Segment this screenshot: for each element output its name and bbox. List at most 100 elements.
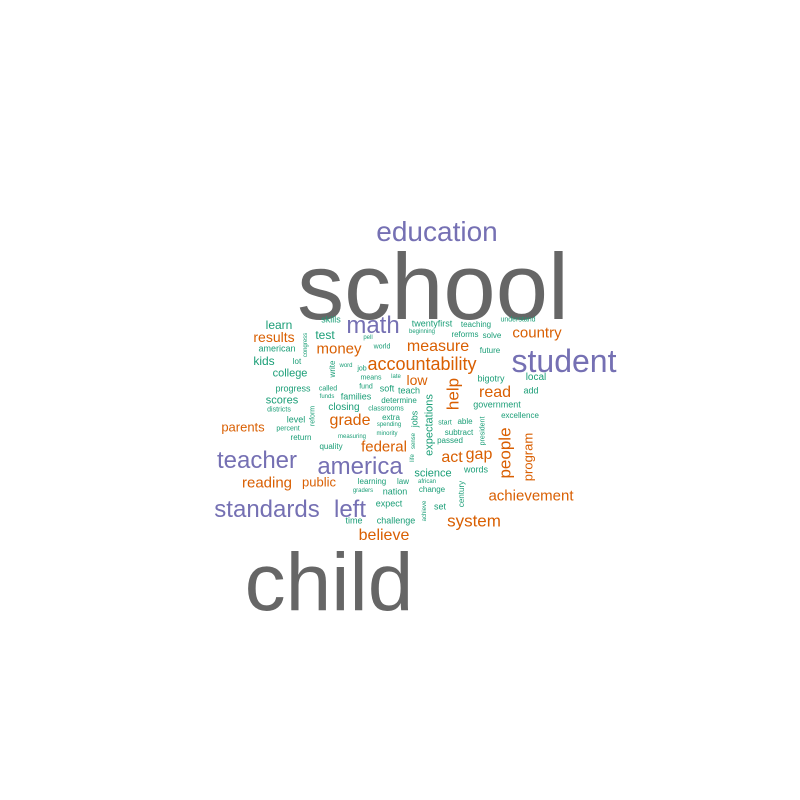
word-act: act [441, 449, 463, 466]
word-classrooms: classrooms [368, 405, 404, 413]
word-bigotry: bigotry [477, 373, 505, 384]
word-determine: determine [381, 396, 417, 405]
word-congress: congress [303, 332, 309, 358]
word-pell: pell [363, 335, 373, 341]
word-child: child [244, 537, 414, 628]
word-reading: reading [241, 474, 293, 492]
word-families: families [340, 391, 372, 402]
word-funds: funds [319, 394, 335, 400]
word-standards: standards [214, 496, 320, 523]
word-life: life [410, 454, 416, 462]
word-subtract: subtract [444, 428, 474, 437]
word-money: money [316, 340, 362, 358]
word-test: test [315, 328, 335, 342]
word-called: called [318, 385, 338, 393]
word-federal: federal [361, 438, 407, 456]
word-beginning: beginning [408, 329, 436, 335]
word-reform: reform [309, 405, 317, 427]
word-solve: solve [482, 331, 502, 340]
word-kids: kids [253, 354, 275, 368]
word-future: future [479, 346, 501, 355]
word-start: start [438, 419, 452, 427]
word-scores: scores [265, 394, 299, 407]
word-country: country [512, 324, 562, 342]
word-teaching: teaching [460, 320, 492, 329]
word-excellence: excellence [501, 411, 539, 420]
word-achieve: achieve [422, 500, 428, 522]
word-return: return [290, 433, 312, 442]
word-sense: sense [411, 432, 417, 450]
word-math: math [346, 312, 400, 339]
word-passed: passed [437, 436, 463, 445]
word-public: public [302, 474, 336, 490]
word-results: results [253, 329, 295, 345]
word-twentyfirst: twentyfirst [411, 318, 453, 329]
word-government: government [473, 399, 521, 410]
word-challenge: challenge [376, 515, 416, 526]
word-set: set [433, 501, 447, 512]
word-graders: graders [352, 488, 374, 494]
word-america: america [317, 453, 403, 480]
word-program: program [520, 432, 536, 482]
word-level: level [286, 414, 306, 425]
word-soft: soft [379, 383, 395, 394]
word-jobs: jobs [409, 410, 420, 428]
word-closing: closing [328, 402, 360, 413]
word-percent: percent [276, 425, 300, 433]
word-help: help [443, 377, 463, 411]
word-system: system [447, 511, 501, 531]
word-low: low [406, 372, 428, 388]
word-nation: nation [382, 486, 408, 497]
word-gap: gap [465, 446, 493, 463]
word-means: means [360, 374, 382, 382]
word-minority: minority [376, 431, 398, 437]
word-american: american [258, 343, 296, 354]
word-parents: parents [221, 419, 265, 435]
word-accountability: accountability [367, 354, 477, 374]
word-expect: expect [375, 498, 403, 509]
word-quality: quality [319, 442, 343, 451]
word-world: world [373, 343, 391, 351]
word-learning: learning [357, 477, 387, 486]
word-century: century [457, 480, 466, 508]
word-districts: districts [267, 406, 291, 414]
word-add: add [523, 385, 539, 396]
word-progress: progress [275, 383, 311, 394]
word-write: write [328, 360, 337, 378]
word-student: student [511, 343, 617, 379]
word-african: african [417, 479, 437, 485]
word-people: people [495, 427, 515, 479]
word-words: words [463, 464, 489, 475]
word-skills: skills [321, 314, 341, 325]
word-left: left [333, 496, 367, 523]
word-measure: measure [406, 338, 470, 355]
word-reforms: reforms [451, 330, 479, 339]
word-achievement: achievement [488, 487, 574, 505]
word-lot: lot [292, 357, 302, 366]
word-president: president [479, 416, 487, 446]
word-grade: grade [329, 412, 371, 429]
word-expectations: expectations [423, 394, 436, 456]
word-late: late [391, 374, 401, 380]
word-school: school [297, 234, 569, 339]
word-read: read [478, 384, 512, 401]
word-learn: learn [265, 318, 293, 332]
word-job: job [357, 365, 367, 373]
word-fund: fund [359, 383, 373, 391]
word-college: college [272, 367, 308, 380]
word-spending: spending [376, 422, 402, 428]
word-teacher: teacher [216, 447, 298, 474]
word-law: law [396, 477, 410, 486]
word-science: science [414, 467, 452, 480]
word-teach: teach [397, 385, 421, 396]
word-able: able [457, 417, 473, 426]
word-believe: believe [358, 527, 410, 544]
word-extra: extra [382, 413, 400, 422]
word-measuring: measuring [337, 434, 367, 440]
word-word: word [339, 363, 353, 369]
word-time: time [345, 515, 363, 526]
word-education: education [376, 216, 498, 247]
word-change: change [418, 485, 446, 494]
word-local: local [525, 372, 547, 383]
